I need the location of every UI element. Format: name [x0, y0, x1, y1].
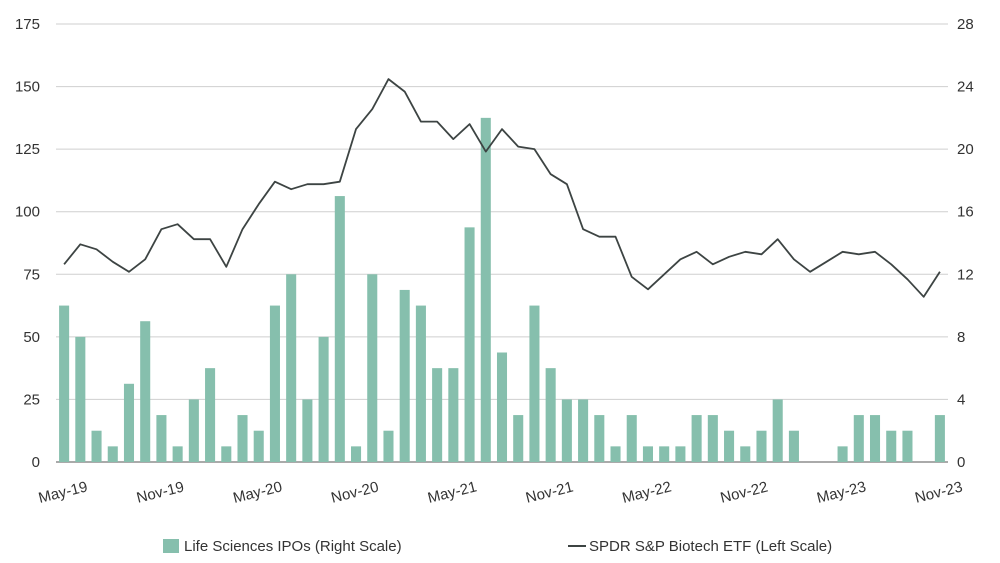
right-axis: 0 4 8 12 16 20 24 28: [957, 16, 974, 471]
ipo-bar: [464, 227, 475, 462]
x-tick-label: May-19: [37, 478, 90, 507]
ipo-bar: [837, 446, 848, 462]
ipo-bar: [691, 415, 702, 462]
ipo-bar: [561, 399, 572, 462]
ipo-bar: [432, 368, 443, 462]
ipo-bar: [480, 117, 491, 462]
ipo-bar: [513, 415, 524, 462]
ipo-bar: [302, 399, 313, 462]
x-tick-label: Nov-23: [913, 479, 964, 507]
ipo-bar: [253, 430, 264, 462]
ipo-bar: [383, 430, 394, 462]
ipo-bar: [367, 274, 378, 462]
ipo-bar: [140, 321, 151, 462]
left-tick-label: 50: [23, 329, 40, 346]
right-tick-label: 24: [957, 79, 974, 96]
ipo-bar: [399, 289, 410, 462]
ipo-bar: [237, 415, 248, 462]
ipo-bar: [869, 415, 881, 462]
ipo-bar: [172, 446, 183, 462]
ipo-bar: [707, 415, 718, 462]
x-tick-label: Nov-19: [135, 479, 186, 507]
ipo-bar: [318, 336, 329, 462]
legend-item-ipos: Life Sciences IPOs (Right Scale): [163, 538, 402, 555]
ipo-bar: [545, 368, 556, 462]
right-tick-label: 12: [957, 266, 974, 283]
ipo-bar: [448, 368, 459, 462]
ipo-bar: [626, 415, 637, 462]
legend-label-etf: SPDR S&P Biotech ETF (Left Scale): [589, 538, 832, 555]
ipo-bar: [496, 352, 508, 462]
right-tick-label: 28: [957, 16, 974, 33]
ipo-bar: [529, 305, 540, 462]
ipo-bar: [675, 446, 686, 462]
legend-label-ipos: Life Sciences IPOs (Right Scale): [184, 538, 402, 555]
ipo-bar: [123, 383, 135, 462]
right-tick-label: 8: [957, 329, 965, 346]
ipo-bar: [205, 368, 216, 462]
legend: Life Sciences IPOs (Right Scale) SPDR S&…: [163, 538, 832, 555]
ipo-bar: [724, 430, 735, 462]
x-tick-label: May-22: [621, 478, 674, 507]
right-tick-label: 16: [957, 204, 974, 221]
ipo-bar: [594, 415, 605, 462]
left-tick-label: 175: [15, 16, 40, 33]
x-tick-label: Nov-22: [719, 479, 770, 507]
ipo-bar: [740, 446, 751, 462]
ipo-bar: [610, 446, 621, 462]
ipo-bar: [642, 446, 653, 462]
left-tick-label: 100: [15, 204, 40, 221]
ipo-bar: [934, 415, 945, 462]
ipo-bar: [221, 446, 232, 462]
ipo-bar: [772, 399, 783, 462]
ipo-bar: [75, 336, 86, 462]
left-tick-label: 0: [32, 454, 40, 471]
ipo-bar: [269, 305, 280, 462]
right-tick-label: 0: [957, 454, 965, 471]
left-tick-label: 25: [23, 391, 40, 408]
ipo-bar: [188, 399, 199, 462]
left-tick-label: 125: [15, 141, 40, 158]
right-tick-label: 20: [957, 141, 974, 158]
ipo-bar: [59, 305, 70, 462]
x-tick-label: Nov-21: [524, 479, 575, 507]
ipo-bar: [886, 430, 897, 462]
ipo-bars: [59, 117, 945, 463]
gridlines: [56, 23, 948, 463]
legend-swatch-ipos: [163, 539, 179, 553]
ipo-bar: [91, 430, 102, 462]
ipo-bar: [107, 446, 118, 462]
legend-item-etf: SPDR S&P Biotech ETF (Left Scale): [568, 538, 832, 555]
ipo-bar: [902, 430, 913, 462]
ipo-bar: [351, 446, 362, 462]
left-tick-label: 150: [15, 79, 40, 96]
right-tick-label: 4: [957, 391, 965, 408]
ipo-bar: [578, 399, 589, 462]
ipo-bar: [756, 430, 767, 462]
ipo-bar: [788, 430, 799, 462]
x-axis: May-19 Nov-19 May-20 Nov-20 May-21 Nov-21 May-…: [37, 478, 965, 507]
ipo-bar: [156, 415, 167, 462]
x-tick-label: May-20: [231, 478, 284, 507]
ipo-bar: [659, 446, 670, 462]
x-tick-label: May-23: [815, 478, 868, 507]
ipo-bar: [286, 274, 297, 462]
biotech-etf-line: [63, 78, 941, 298]
ipo-bar: [334, 196, 345, 463]
x-tick-label: May-21: [426, 478, 479, 507]
ipo-bar: [853, 415, 864, 462]
left-axis: 0 25 50 75 100 125 150 175: [15, 16, 40, 471]
x-tick-label: Nov-20: [329, 479, 380, 507]
etf-line: [63, 78, 941, 298]
left-tick-label: 75: [23, 266, 40, 283]
ipo-bar: [415, 305, 426, 462]
